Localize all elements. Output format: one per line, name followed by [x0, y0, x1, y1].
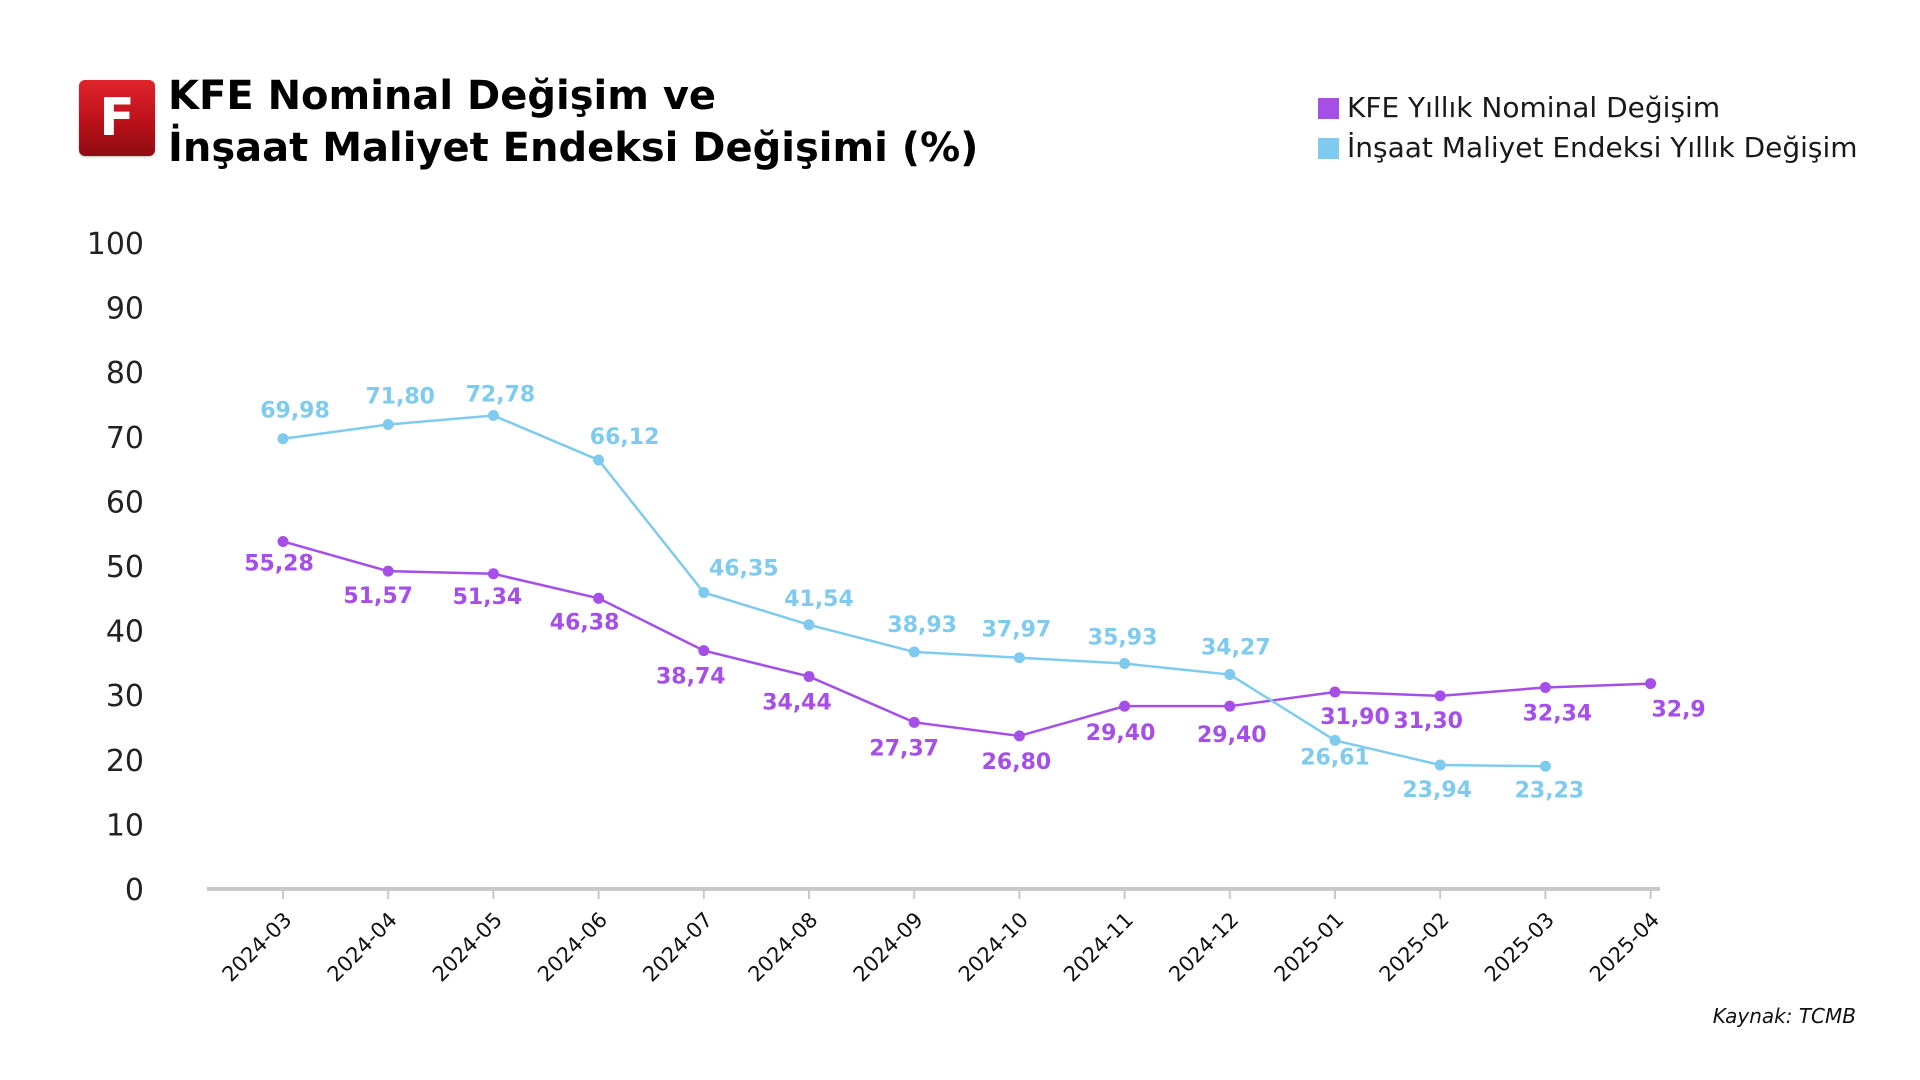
- data-point-1-2024-07: [698, 586, 710, 598]
- x-tick-label-2024-05: 2024-05: [428, 908, 507, 987]
- x-tick-label-2025-02: 2025-02: [1375, 908, 1454, 987]
- x-tick-label-2024-04: 2024-04: [323, 908, 402, 987]
- data-label-0-2025-02: 31,30: [1393, 709, 1463, 734]
- logo: F: [79, 80, 155, 156]
- data-point-0-2024-11: [1119, 700, 1131, 712]
- legend: KFE Yıllık Nominal Değişim İnşaat Maliye…: [1318, 88, 1858, 168]
- data-label-0-2025-03: 32,34: [1523, 701, 1593, 726]
- data-label-1-2024-04: 71,80: [365, 385, 435, 410]
- y-tick-label-20: 20: [106, 744, 144, 779]
- data-point-1-2024-03: [277, 433, 289, 445]
- data-point-1-2024-08: [803, 619, 815, 631]
- data-point-1-2025-02: [1434, 759, 1446, 771]
- data-label-0-2024-07: 38,74: [656, 665, 726, 690]
- x-tick-label-2024-07: 2024-07: [638, 908, 717, 987]
- data-point-0-2024-08: [803, 670, 815, 682]
- data-label-1-2024-06: 66,12: [590, 425, 660, 450]
- legend-swatch-kfe: [1318, 97, 1339, 119]
- y-tick-label-50: 50: [106, 550, 144, 585]
- data-label-0-2024-08: 34,44: [762, 690, 832, 715]
- chart-title: KFE Nominal Değişim ve İnşaat Maliyet En…: [168, 70, 978, 174]
- data-point-0-2024-10: [1013, 730, 1025, 742]
- y-tick-label-60: 60: [106, 485, 144, 520]
- data-label-1-2024-11: 35,93: [1088, 626, 1158, 651]
- chart-title-line-2: İnşaat Maliyet Endeksi Değişimi (%): [168, 125, 979, 171]
- data-point-1-2024-04: [382, 419, 394, 431]
- data-label-1-2024-09: 38,93: [887, 613, 957, 638]
- data-label-0-2024-11: 29,40: [1086, 721, 1156, 746]
- legend-item-kfe: KFE Yıllık Nominal Değişim: [1318, 88, 1858, 128]
- data-point-0-2025-01: [1329, 686, 1341, 698]
- legend-item-insaat: İnşaat Maliyet Endeksi Yıllık Değişim: [1318, 128, 1858, 168]
- legend-label-kfe: KFE Yıllık Nominal Değişim: [1347, 91, 1721, 124]
- data-point-0-2025-02: [1434, 690, 1446, 702]
- x-tick-label-2025-01: 2025-01: [1270, 908, 1349, 987]
- y-tick-label-10: 10: [106, 808, 144, 843]
- data-label-0-2024-10: 26,80: [982, 750, 1052, 775]
- data-label-0-2024-05: 51,34: [453, 585, 523, 610]
- data-point-1-2024-12: [1224, 669, 1236, 681]
- data-label-1-2024-12: 34,27: [1201, 636, 1271, 661]
- y-tick-label-0: 0: [125, 873, 144, 908]
- data-point-1-2024-10: [1013, 652, 1025, 664]
- series-line-0: [282, 540, 1651, 738]
- data-point-0-2025-03: [1539, 681, 1551, 693]
- y-tick-label-80: 80: [106, 356, 144, 391]
- data-point-1-2025-01: [1329, 734, 1341, 746]
- x-tick-label-2024-09: 2024-09: [849, 908, 928, 987]
- legend-swatch-insaat: [1318, 137, 1339, 159]
- y-tick-label-90: 90: [106, 292, 144, 327]
- data-label-1-2024-10: 37,97: [982, 618, 1052, 643]
- data-label-0-2025-04: 32,9: [1651, 698, 1705, 723]
- logo-letter: F: [99, 88, 135, 148]
- source-note: Kaynak: TCMB: [1712, 1004, 1856, 1028]
- x-tick-label-2024-06: 2024-06: [533, 908, 612, 987]
- x-tick-label-2024-03: 2024-03: [218, 908, 297, 987]
- data-label-0-2024-04: 51,57: [343, 584, 413, 609]
- data-point-0-2024-12: [1224, 700, 1236, 712]
- data-point-0-2025-04: [1645, 678, 1657, 690]
- data-point-0-2024-06: [593, 592, 605, 604]
- data-point-0-2024-04: [382, 565, 394, 577]
- x-tick-label-2024-11: 2024-11: [1059, 908, 1138, 987]
- x-tick-label-2025-03: 2025-03: [1480, 908, 1559, 987]
- y-tick-label-30: 30: [106, 679, 144, 714]
- data-label-1-2025-03: 23,23: [1515, 778, 1585, 803]
- data-label-0-2024-06: 46,38: [550, 610, 620, 635]
- x-tick-label-2025-04: 2025-04: [1585, 908, 1664, 987]
- data-label-0-2024-09: 27,37: [869, 736, 939, 761]
- data-point-1-2024-06: [593, 454, 605, 466]
- data-label-1-2024-05: 72,78: [466, 382, 536, 407]
- data-point-0-2024-03: [277, 535, 289, 547]
- data-label-0-2025-01: 31,90: [1320, 705, 1390, 730]
- x-tick-label-2024-10: 2024-10: [954, 908, 1033, 987]
- data-label-1-2025-02: 23,94: [1402, 778, 1472, 803]
- x-tick-label-2024-08: 2024-08: [744, 908, 823, 987]
- data-point-0-2024-09: [908, 716, 920, 728]
- data-label-1-2025-01: 26,61: [1300, 745, 1370, 770]
- chart-title-line-1: KFE Nominal Değişim ve: [168, 73, 717, 119]
- data-point-0-2024-07: [698, 645, 710, 657]
- data-point-1-2024-11: [1119, 658, 1131, 670]
- data-label-0-2024-03: 55,28: [244, 551, 314, 576]
- y-tick-label-70: 70: [106, 421, 144, 456]
- data-point-1-2025-03: [1539, 760, 1551, 772]
- data-label-0-2024-12: 29,40: [1197, 723, 1267, 748]
- data-point-0-2024-05: [487, 568, 499, 580]
- data-label-1-2024-07: 46,35: [709, 556, 779, 581]
- y-tick-label-100: 100: [87, 227, 144, 262]
- data-point-1-2024-09: [908, 646, 920, 658]
- data-label-1-2024-03: 69,98: [260, 399, 330, 424]
- legend-label-insaat: İnşaat Maliyet Endeksi Yıllık Değişim: [1347, 131, 1858, 164]
- y-tick-label-40: 40: [106, 615, 144, 650]
- data-point-1-2024-05: [487, 409, 499, 421]
- x-tick-label-2024-12: 2024-12: [1164, 908, 1243, 987]
- data-label-1-2024-08: 41,54: [784, 587, 854, 612]
